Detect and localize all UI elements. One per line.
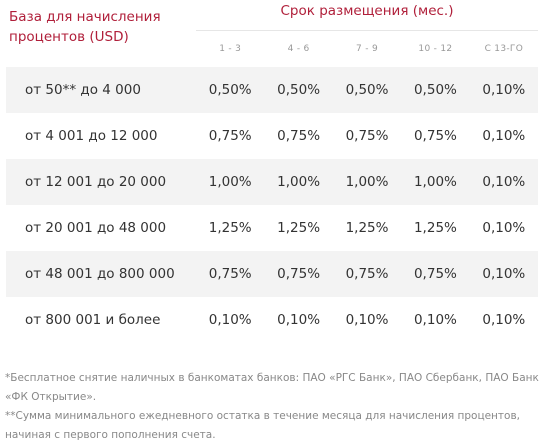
rate-cell: 0,10% — [482, 82, 526, 98]
table-row: от 12 001 до 20 000 1,00% 1,00% 1,00% 1,… — [6, 159, 538, 205]
rate-cell: 0,75% — [413, 266, 457, 282]
rate-cell: 0,10% — [277, 312, 321, 328]
rate-cell: 0,10% — [482, 128, 526, 144]
amount-range-label: от 800 001 и более — [25, 312, 161, 328]
rate-cell: 0,75% — [208, 266, 252, 282]
rate-cell: 1,00% — [208, 174, 252, 190]
header-divider — [196, 30, 538, 31]
rate-cell: 0,10% — [482, 220, 526, 236]
rate-cell: 0,50% — [208, 82, 252, 98]
amount-range-label: от 48 001 до 800 000 — [25, 266, 175, 282]
amount-range-label: от 4 001 до 12 000 — [25, 128, 158, 144]
table-row: от 50** до 4 000 0,50% 0,50% 0,50% 0,50%… — [6, 67, 538, 113]
interest-rate-table: База для начисления процентов (USD) Срок… — [6, 0, 538, 343]
term-column-4-6: 4 - 6 — [287, 44, 310, 54]
rate-cell: 1,25% — [208, 220, 252, 236]
rate-cell: 0,75% — [345, 266, 389, 282]
rate-cell: 0,50% — [345, 82, 389, 98]
rate-cell: 0,10% — [208, 312, 252, 328]
rate-cell: 1,00% — [277, 174, 321, 190]
rate-cell: 0,75% — [277, 128, 321, 144]
rate-cell: 0,10% — [482, 266, 526, 282]
rate-cell: 1,25% — [277, 220, 321, 236]
rate-cell: 1,25% — [345, 220, 389, 236]
amount-range-label: от 12 001 до 20 000 — [25, 174, 167, 190]
amount-range-label: от 50** до 4 000 — [25, 82, 141, 98]
term-column-1-3: 1 - 3 — [219, 44, 242, 54]
term-columns: 1 - 3 4 - 6 7 - 9 10 - 12 С 13-ГО — [196, 31, 538, 67]
rate-cell: 0,75% — [413, 128, 457, 144]
amount-range-label: от 20 001 до 48 000 — [25, 220, 167, 236]
rate-cell: 1,25% — [413, 220, 457, 236]
footnote-free-withdrawal: *Бесплатное снятие наличных в банкоматах… — [5, 372, 539, 403]
table-header: База для начисления процентов (USD) Срок… — [6, 0, 538, 67]
rate-cell: 0,10% — [482, 174, 526, 190]
rate-cell: 0,10% — [482, 312, 526, 328]
table-row: от 20 001 до 48 000 1,25% 1,25% 1,25% 1,… — [6, 205, 538, 251]
footnote-minimum-balance: **Сумма минимального ежедневного остатка… — [5, 410, 520, 441]
table-row: от 48 001 до 800 000 0,75% 0,75% 0,75% 0… — [6, 251, 538, 297]
base-column-title: База для начисления процентов (USD) — [9, 9, 161, 45]
rate-cell: 1,00% — [345, 174, 389, 190]
rate-cell: 0,50% — [413, 82, 457, 98]
term-column-13-plus: С 13-ГО — [484, 44, 524, 54]
rate-cell: 1,00% — [413, 174, 457, 190]
rate-cell: 0,75% — [277, 266, 321, 282]
rate-cell: 0,10% — [345, 312, 389, 328]
term-column-7-9: 7 - 9 — [356, 44, 378, 54]
rate-cell: 0,75% — [208, 128, 252, 144]
rate-cell: 0,50% — [277, 82, 321, 98]
footnotes: *Бесплатное снятие наличных в банкоматах… — [5, 369, 545, 445]
rate-cell: 0,75% — [345, 128, 389, 144]
table-row: от 800 001 и более 0,10% 0,10% 0,10% 0,1… — [6, 297, 538, 343]
term-group-title: Срок размещения (мес.) — [280, 3, 454, 19]
table-row: от 4 001 до 12 000 0,75% 0,75% 0,75% 0,7… — [6, 113, 538, 159]
term-column-10-12: 10 - 12 — [418, 44, 453, 54]
rate-cell: 0,10% — [413, 312, 457, 328]
